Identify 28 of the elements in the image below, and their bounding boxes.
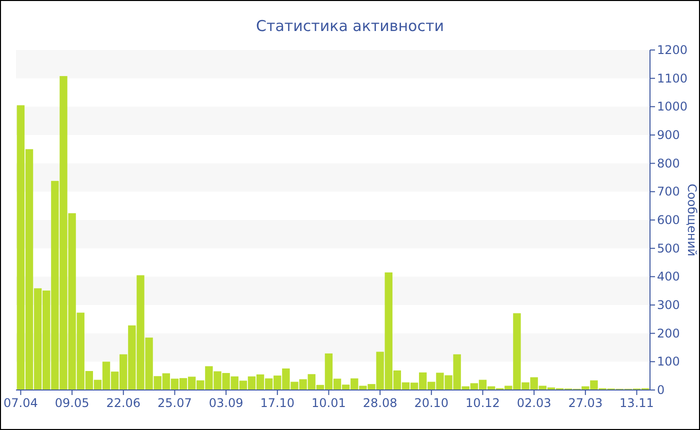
x-tick-label: 27.03	[568, 396, 603, 410]
y-tick-label: 300	[657, 298, 680, 312]
x-tick-label: 02.03	[516, 396, 552, 410]
y-tick-label: 1200	[657, 43, 688, 57]
y-tick-label: 700	[657, 184, 680, 199]
x-tick-label: 09.05	[54, 396, 90, 410]
y-tick-label: 900	[657, 128, 680, 142]
x-tick-label: 25.07	[158, 396, 192, 410]
x-tick-label: 17.10	[260, 396, 295, 410]
y-tick-label: 1000	[657, 100, 688, 114]
x-tick-label: 07.04	[4, 396, 38, 410]
y-axis-title: Сообщений	[685, 184, 699, 256]
y-tick-label: 600	[657, 213, 680, 227]
x-tick-label: 10.12	[466, 396, 500, 410]
y-tick-label: 200	[657, 326, 680, 340]
x-tick-label: 13.11	[620, 396, 654, 410]
y-tick-label: 400	[657, 270, 680, 284]
chart-title: Статистика активности	[256, 17, 444, 35]
y-tick-label: 100	[657, 354, 680, 369]
y-tick-label: 500	[657, 241, 680, 256]
x-tick-label: 22.06	[106, 396, 141, 410]
y-tick-label: 0	[657, 383, 665, 397]
y-tick-label: 1100	[657, 71, 688, 86]
y-tick-label: 800	[657, 156, 680, 170]
x-tick-label: 03.09	[208, 396, 244, 410]
x-tick-label: 28.08	[362, 396, 398, 410]
x-tick-label: 10.01	[312, 396, 346, 410]
x-tick-label: 20.10	[414, 396, 449, 410]
